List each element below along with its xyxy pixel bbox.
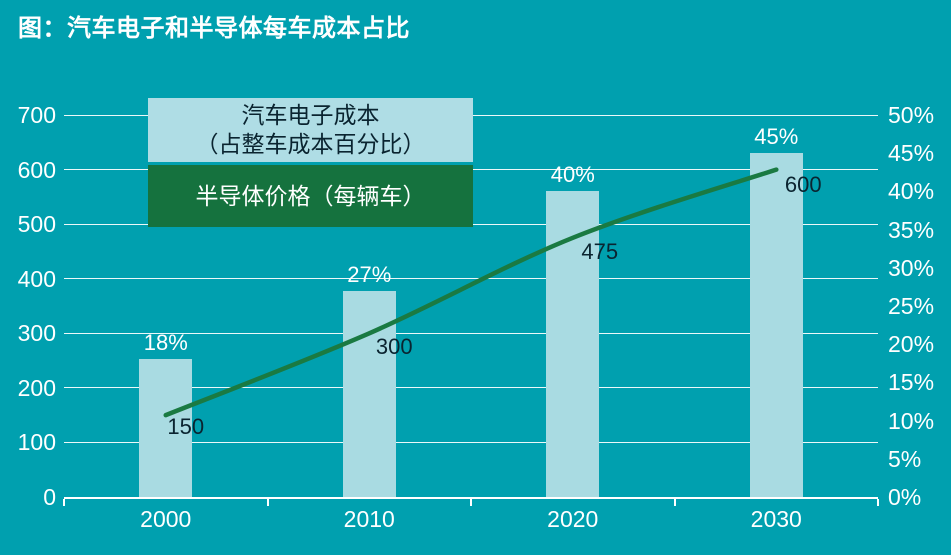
- right-axis-label: 50%: [888, 102, 935, 128]
- right-axis-label: 5%: [888, 445, 922, 472]
- x-axis-tick: [673, 499, 676, 506]
- chart-title: 图：汽车电子和半导体每车成本占比: [18, 15, 410, 42]
- gridline-100: [64, 441, 878, 443]
- line-value-label: 475: [581, 238, 619, 264]
- bar-value-label: 27%: [347, 261, 392, 287]
- line-value-label: 300: [375, 334, 413, 360]
- legend-semiconductor-label: 半导体价格（每辆车）: [195, 183, 426, 209]
- x-axis-label: 2030: [750, 506, 802, 532]
- legend-electronics-line1: 汽车电子成本: [241, 102, 380, 128]
- bar-value-label: 18%: [143, 330, 188, 356]
- x-axis-line: [64, 497, 878, 499]
- x-axis-tick: [470, 499, 472, 506]
- legend-electronics-line2: （占整车成本百分比）: [195, 131, 426, 157]
- line-value-label: 150: [167, 414, 205, 440]
- bar-2010: [342, 290, 396, 497]
- x-axis-label: 2020: [547, 506, 599, 532]
- bar-value-label: 40%: [550, 162, 595, 188]
- line-value-label: 600: [784, 171, 822, 197]
- right-axis-label: 30%: [888, 254, 935, 281]
- x-axis-label: 2000: [140, 506, 192, 532]
- right-axis-label: 45%: [888, 140, 935, 167]
- x-axis-tick: [877, 499, 879, 506]
- left-axis-label: 700: [17, 102, 56, 128]
- left-axis-label: 500: [17, 211, 56, 238]
- right-axis-label: 15%: [888, 369, 935, 396]
- left-axis-label: 100: [17, 429, 56, 456]
- left-axis-label: 200: [17, 374, 56, 401]
- left-axis-label: 300: [17, 320, 56, 347]
- x-axis-tick: [266, 499, 269, 506]
- bar-2020: [546, 191, 600, 497]
- left-axis-label: 0: [43, 484, 56, 510]
- right-axis-label: 40%: [888, 178, 935, 205]
- left-axis-label: 600: [17, 156, 56, 183]
- right-axis-label: 0%: [888, 484, 922, 510]
- legend-item-semiconductor: 半导体价格（每辆车）: [148, 165, 473, 227]
- right-axis-label: 25%: [888, 293, 935, 319]
- left-axis-label: 400: [17, 265, 56, 292]
- x-axis-label: 2010: [343, 506, 395, 532]
- bar-2030: [749, 153, 803, 497]
- right-axis-label: 20%: [888, 331, 935, 358]
- right-axis-label: 35%: [888, 216, 935, 243]
- bar-value-label: 45%: [754, 124, 799, 150]
- legend-item-electronics: 汽车电子成本 （占整车成本百分比）: [148, 98, 473, 162]
- x-axis-tick: [63, 499, 65, 506]
- right-axis-label: 10%: [888, 407, 935, 434]
